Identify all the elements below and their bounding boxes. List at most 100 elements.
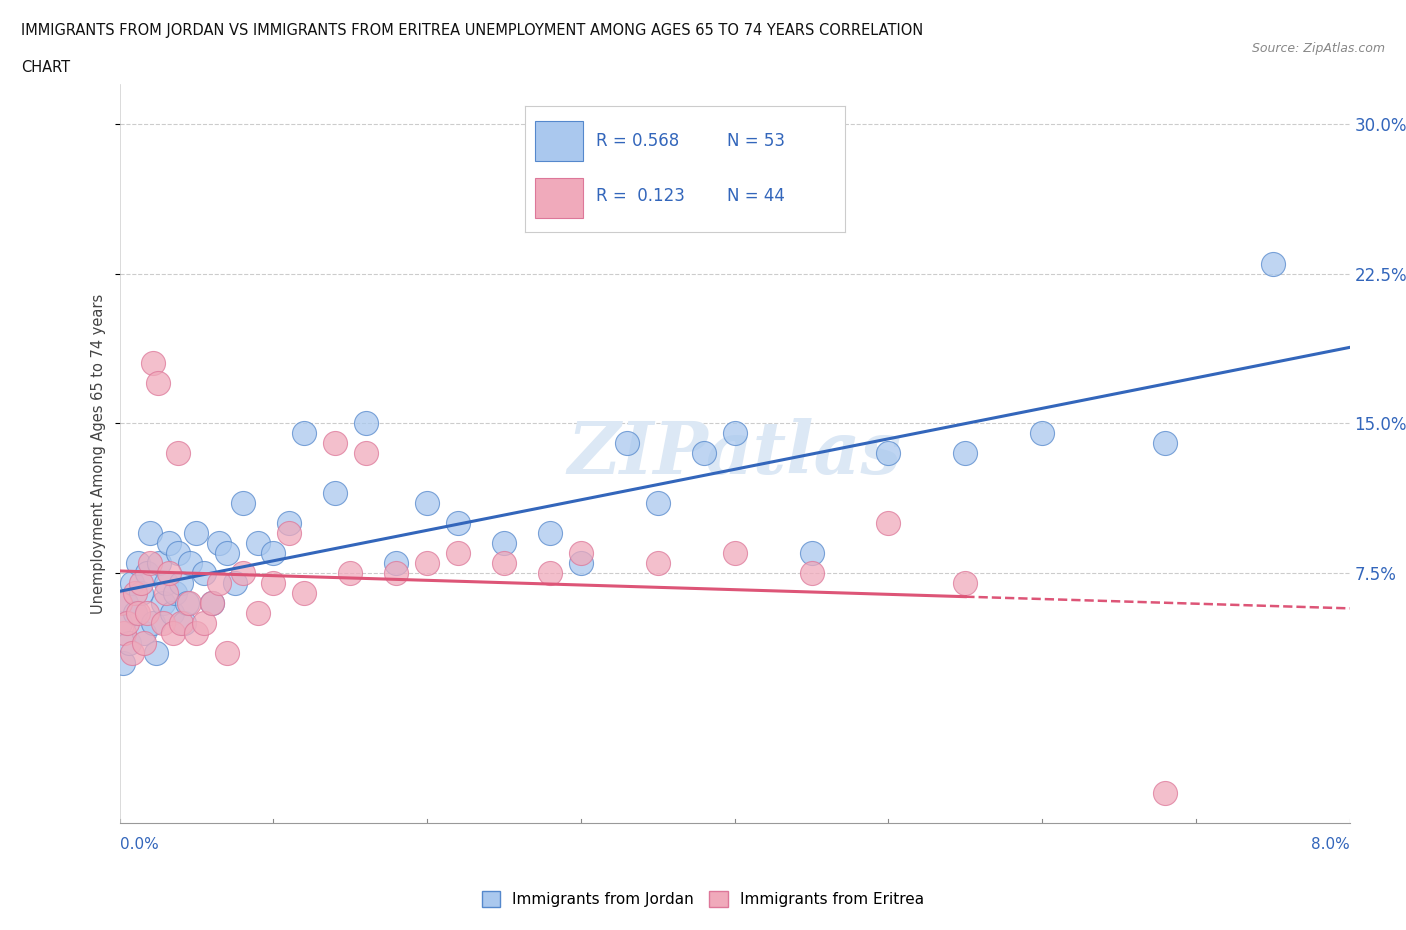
Point [115,616,138,631]
Point [538,525,561,540]
Point [246,605,269,620]
Point [112,626,135,641]
Point [217,645,239,660]
Point [127,605,149,620]
Point [136,565,159,580]
Point [208,536,231,551]
Point [121,576,143,591]
Text: ZIPatlas: ZIPatlas [568,418,901,489]
Point [201,596,224,611]
Point [145,645,167,660]
Point [121,645,143,660]
Point [354,446,377,461]
Point [136,605,159,620]
Point [114,596,136,611]
Text: IMMIGRANTS FROM JORDAN VS IMMIGRANTS FROM ERITREA UNEMPLOYMENT AMONG AGES 65 TO : IMMIGRANTS FROM JORDAN VS IMMIGRANTS FRO… [21,23,924,38]
Point [277,525,299,540]
Point [152,596,174,611]
Point [152,616,174,631]
Point [163,586,186,601]
Point [193,565,215,580]
Point [955,576,977,591]
Point [157,536,180,551]
Point [208,576,231,591]
Point [569,556,592,571]
Point [385,556,408,571]
Point [231,496,254,511]
Point [170,616,193,631]
Point [124,605,146,620]
Point [354,416,377,431]
Point [538,565,561,580]
Point [1154,786,1177,801]
Point [277,516,299,531]
Point [139,525,162,540]
Point [1154,436,1177,451]
Point [723,426,745,441]
Point [647,496,669,511]
Text: Source: ZipAtlas.com: Source: ZipAtlas.com [1251,42,1385,55]
Point [148,556,170,571]
Point [118,636,141,651]
Point [877,516,900,531]
Point [142,356,165,371]
Point [132,636,156,651]
Point [647,556,669,571]
Text: 8.0%: 8.0% [1310,837,1350,852]
Point [129,586,152,601]
Point [616,436,638,451]
Point [155,576,177,591]
Point [146,376,169,391]
Point [292,426,315,441]
Point [231,565,254,580]
Point [170,576,193,591]
Point [127,556,149,571]
Y-axis label: Unemployment Among Ages 65 to 74 years: Unemployment Among Ages 65 to 74 years [91,293,107,614]
Point [262,546,284,561]
Text: CHART: CHART [21,60,70,75]
Point [492,536,515,551]
Point [179,556,201,571]
Point [160,605,183,620]
Point [111,656,134,671]
Point [723,546,745,561]
Point [167,546,190,561]
Point [323,485,346,500]
Point [955,446,977,461]
Point [339,565,361,580]
Point [142,616,165,631]
Point [569,546,592,561]
Point [447,546,470,561]
Point [108,616,131,631]
Legend: Immigrants from Jordan, Immigrants from Eritrea: Immigrants from Jordan, Immigrants from … [475,884,931,913]
Point [323,436,346,451]
Point [167,446,190,461]
Point [492,556,515,571]
Point [416,556,439,571]
Point [262,576,284,591]
Text: 0.0%: 0.0% [120,837,159,852]
Point [201,596,224,611]
Point [800,546,823,561]
Point [224,576,246,591]
Point [217,546,239,561]
Point [176,596,198,611]
Point [1031,426,1053,441]
Point [139,556,162,571]
Point [129,576,152,591]
Point [292,586,315,601]
Point [155,586,177,601]
Point [177,596,200,611]
Point [246,536,269,551]
Point [108,596,131,611]
Point [416,496,439,511]
Point [877,446,900,461]
Point [385,565,408,580]
Point [132,626,156,641]
Point [693,446,716,461]
Point [447,516,470,531]
Point [124,586,146,601]
Point [193,616,215,631]
Point [157,565,180,580]
Point [800,565,823,580]
